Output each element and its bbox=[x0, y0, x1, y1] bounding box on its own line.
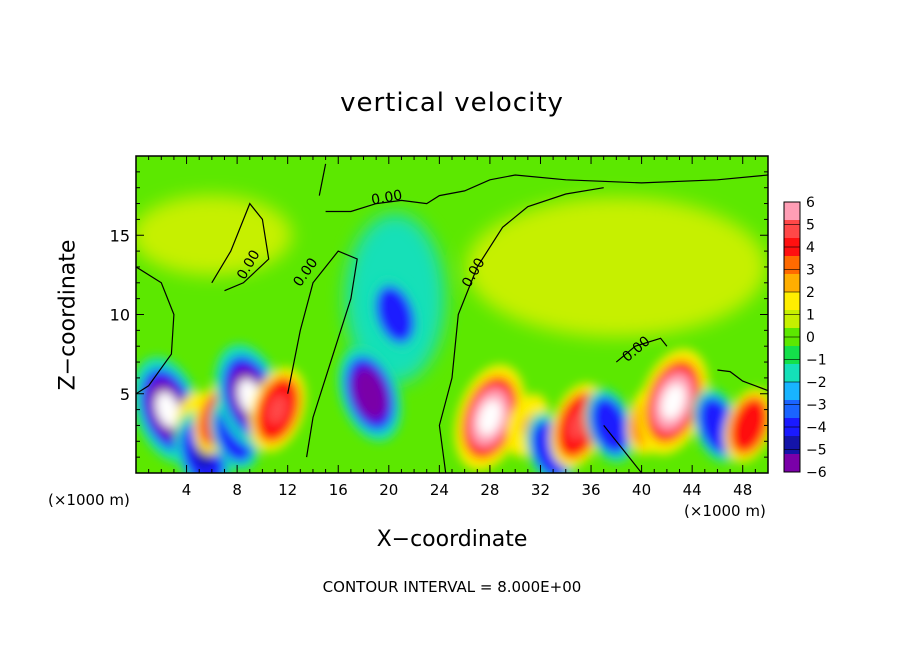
velocity-cell bbox=[709, 412, 726, 438]
colorbar-swatch bbox=[784, 220, 800, 239]
colorbar-tick-label: 1 bbox=[806, 308, 815, 324]
contour-line bbox=[717, 369, 768, 392]
x-unit-label-right: (×1000 m) bbox=[684, 502, 766, 520]
x-tick-label: 24 bbox=[430, 481, 449, 499]
contour-line bbox=[318, 163, 327, 196]
colorbar: 6 5 4 3 2 1 0 −1 −2 −3 −4 −5 −6 bbox=[783, 195, 827, 481]
x-axis: 4 8 12 16 20 24 28 32 36 40 44 48 bbox=[148, 156, 756, 499]
field-region bbox=[136, 195, 292, 276]
velocity-field bbox=[136, 156, 768, 473]
colorbar-tick-label: −6 bbox=[806, 465, 827, 481]
x-unit-label-left: (×1000 m) bbox=[48, 491, 130, 509]
x-tick-label: 16 bbox=[329, 481, 348, 499]
colorbar-swatch bbox=[784, 454, 800, 473]
y-tick-label: 5 bbox=[120, 385, 130, 404]
velocity-cell bbox=[661, 383, 686, 420]
colorbar-swatch bbox=[784, 292, 800, 311]
colorbar-swatch bbox=[784, 310, 800, 329]
colorbar-tick-label: −4 bbox=[806, 420, 827, 436]
colorbar-swatch bbox=[784, 400, 800, 419]
contour-line bbox=[211, 202, 270, 292]
colorbar-swatch bbox=[784, 274, 800, 293]
contour-line bbox=[136, 266, 175, 395]
velocity-cell bbox=[155, 391, 180, 428]
colorbar-tick-label: −5 bbox=[806, 443, 827, 459]
contour-line bbox=[603, 425, 643, 473]
contour-line bbox=[287, 250, 358, 458]
colorbar-tick-label: 6 bbox=[806, 195, 815, 211]
contour-lines bbox=[136, 163, 768, 473]
x-tick-label: 4 bbox=[182, 481, 192, 499]
colorbar-tick-label: −2 bbox=[806, 375, 827, 391]
x-tick-label: 40 bbox=[632, 481, 651, 499]
y-axis: 5 10 15 bbox=[110, 171, 768, 458]
colorbar-swatch bbox=[784, 436, 800, 455]
colorbar-tick-label: 5 bbox=[806, 218, 815, 234]
velocity-cell bbox=[386, 301, 404, 328]
velocity-cell bbox=[477, 399, 502, 436]
velocity-cell bbox=[267, 395, 288, 424]
field-soft-layer bbox=[136, 195, 767, 384]
y-tick-label: 15 bbox=[110, 226, 130, 245]
colorbar-swatch bbox=[784, 346, 800, 365]
contour-line bbox=[325, 174, 768, 213]
colorbar-tick-label: 2 bbox=[806, 285, 815, 301]
velocity-cell bbox=[568, 411, 588, 440]
x-tick-label: 20 bbox=[379, 481, 398, 499]
field-feature-layer bbox=[136, 277, 768, 473]
velocity-cell bbox=[601, 412, 619, 438]
colorbar-tick-label: 3 bbox=[806, 263, 815, 279]
x-tick-label: 36 bbox=[581, 481, 600, 499]
colorbar-swatch bbox=[784, 382, 800, 401]
contour-interval-note: CONTOUR INTERVAL = 8.000E+00 bbox=[322, 578, 582, 596]
field-region bbox=[466, 196, 767, 337]
x-tick-label: 48 bbox=[733, 481, 752, 499]
colorbar-tick-label: 0 bbox=[806, 330, 815, 346]
contour-label: 0.00 bbox=[370, 187, 403, 208]
velocity-cell bbox=[740, 412, 758, 438]
colorbar-swatch bbox=[784, 364, 800, 383]
x-tick-label: 28 bbox=[480, 481, 499, 499]
x-tick-label: 12 bbox=[278, 481, 297, 499]
contour-line bbox=[438, 187, 604, 473]
colorbar-tick-label: −3 bbox=[806, 398, 827, 414]
chart-title: vertical velocity bbox=[340, 88, 564, 118]
x-tick-label: 44 bbox=[683, 481, 702, 499]
x-tick-label: 8 bbox=[232, 481, 242, 499]
y-tick-label: 10 bbox=[110, 306, 130, 325]
colorbar-tick-label: −1 bbox=[806, 353, 827, 369]
x-axis-label: X−coordinate bbox=[376, 527, 528, 552]
y-axis-label: Z−coordinate bbox=[55, 239, 81, 391]
colorbar-swatch bbox=[784, 256, 800, 275]
contour-line bbox=[615, 337, 668, 363]
colorbar-tick-label: 4 bbox=[806, 240, 815, 256]
velocity-cell bbox=[359, 377, 381, 410]
colorbar-swatch bbox=[784, 202, 800, 221]
x-tick-label: 32 bbox=[531, 481, 550, 499]
